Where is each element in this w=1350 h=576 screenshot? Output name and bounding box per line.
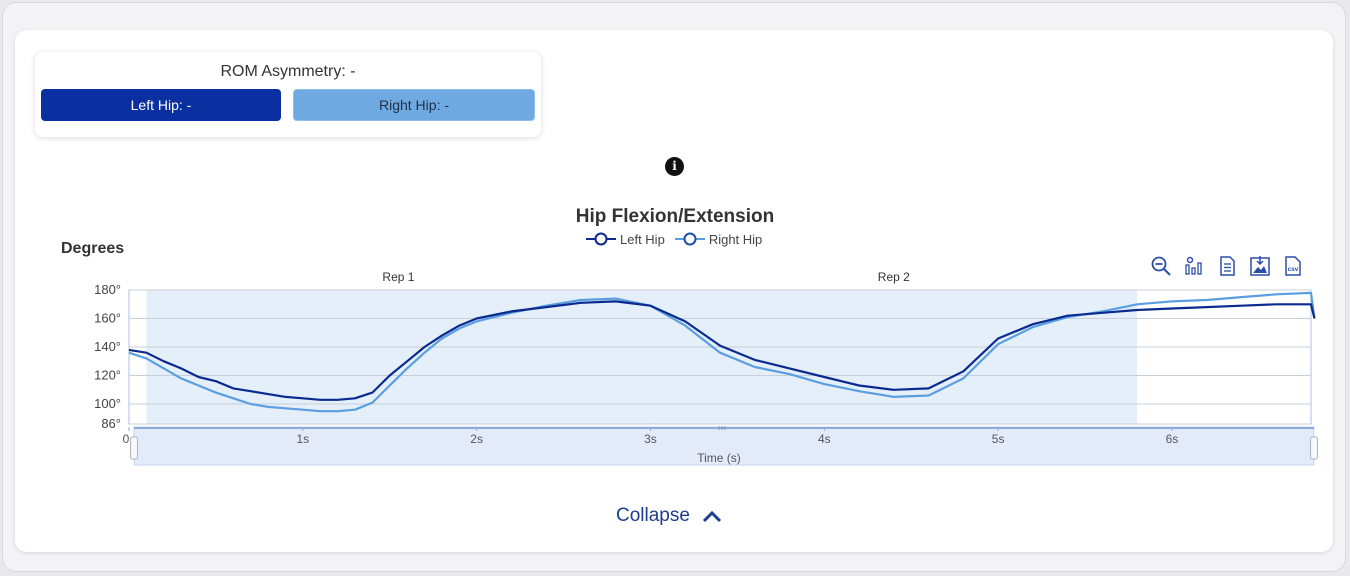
legend-item-left-hip[interactable]: Left Hip <box>586 232 665 247</box>
y-tick-label: 160° <box>94 311 121 326</box>
collapse-button[interactable]: Collapse <box>616 505 722 527</box>
chart-legend: Left Hip Right Hip <box>586 230 762 248</box>
left-hip-button[interactable]: Left Hip: - <box>41 89 281 121</box>
y-axis-label: Degrees <box>61 240 125 257</box>
y-tick-label: 120° <box>94 368 121 383</box>
collapse-label: Collapse <box>616 505 690 526</box>
y-tick-label: 180° <box>94 282 121 297</box>
x-axis-label: Time (s) <box>697 451 741 465</box>
x-tick-label: 3s <box>644 432 657 446</box>
chart-toolbar: csv <box>1150 255 1304 277</box>
rom-asymmetry-panel: ROM Asymmetry: - Left Hip: - Right Hip: … <box>35 52 541 137</box>
document-icon[interactable] <box>1216 255 1238 277</box>
navigator-handle[interactable] <box>1310 436 1318 460</box>
zoom-out-icon[interactable] <box>1150 255 1172 277</box>
legend-label-left-hip: Left Hip <box>620 231 665 247</box>
x-tick-label: 6s <box>1166 432 1179 446</box>
svg-text:csv: csv <box>1288 266 1299 273</box>
bar-chart-icon[interactable] <box>1183 255 1205 277</box>
rep-band-label: Rep 2 <box>878 270 910 284</box>
left-hip-legend-marker <box>586 232 616 246</box>
image-download-icon[interactable] <box>1249 255 1271 277</box>
chart-title: Hip Flexion/Extension <box>575 206 775 227</box>
x-tick-label: 5s <box>992 432 1005 446</box>
right-hip-button[interactable]: Right Hip: - <box>293 89 535 121</box>
legend-label-right-hip: Right Hip <box>708 231 763 247</box>
x-tick-label: 1s <box>296 432 309 446</box>
rom-asymmetry-title: ROM Asymmetry: - <box>220 63 356 80</box>
hip-flexion-chart[interactable]: Rep 1 Rep 2 180° 160° 140° 120° 100° 86°0 1s 2s 3s… <box>0 262 1350 477</box>
x-tick-label: 4s <box>818 432 831 446</box>
left-hip-series-line[interactable] <box>128 300 1316 401</box>
navigator-handle[interactable] <box>130 436 138 460</box>
chevron-up-icon <box>702 510 721 523</box>
rep-band-label: Rep 1 <box>382 270 414 284</box>
right-hip-legend-marker <box>674 232 705 246</box>
y-tick-label: 140° <box>94 339 121 354</box>
csv-download-icon[interactable]: csv <box>1282 255 1304 277</box>
rep-band <box>146 290 651 424</box>
x-tick-label: 2s <box>470 432 483 446</box>
legend-item-right-hip[interactable]: Right Hip <box>674 231 763 247</box>
y-tick-label: 86° <box>101 416 121 431</box>
x-tick-label: 0 <box>123 432 130 446</box>
y-tick-label: 100° <box>94 396 121 411</box>
info-icon[interactable]: i <box>665 157 684 176</box>
